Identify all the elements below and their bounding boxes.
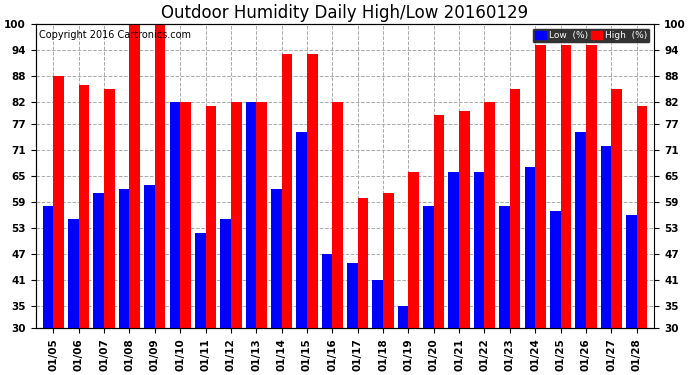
- Bar: [130, 24, 140, 328]
- Bar: [206, 106, 216, 328]
- Bar: [322, 254, 333, 328]
- Bar: [79, 85, 90, 328]
- Legend: Low  (%), High  (%): Low (%), High (%): [533, 28, 650, 43]
- Bar: [256, 102, 267, 328]
- Bar: [68, 219, 79, 328]
- Bar: [333, 102, 343, 328]
- Bar: [180, 102, 191, 328]
- Bar: [499, 206, 510, 328]
- Bar: [246, 102, 256, 328]
- Bar: [626, 215, 637, 328]
- Bar: [43, 206, 53, 328]
- Bar: [484, 102, 495, 328]
- Bar: [119, 189, 130, 328]
- Bar: [220, 219, 231, 328]
- Bar: [231, 102, 241, 328]
- Bar: [397, 306, 408, 328]
- Bar: [104, 89, 115, 328]
- Bar: [53, 76, 64, 328]
- Bar: [383, 194, 394, 328]
- Bar: [535, 45, 546, 328]
- Bar: [282, 54, 293, 328]
- Bar: [357, 198, 368, 328]
- Bar: [459, 111, 470, 328]
- Bar: [93, 194, 104, 328]
- Bar: [434, 115, 444, 328]
- Bar: [560, 45, 571, 328]
- Bar: [296, 132, 307, 328]
- Bar: [347, 263, 357, 328]
- Bar: [611, 89, 622, 328]
- Bar: [575, 132, 586, 328]
- Bar: [637, 106, 647, 328]
- Bar: [448, 172, 459, 328]
- Bar: [144, 184, 155, 328]
- Bar: [155, 24, 166, 328]
- Title: Outdoor Humidity Daily High/Low 20160129: Outdoor Humidity Daily High/Low 20160129: [161, 4, 529, 22]
- Bar: [408, 172, 419, 328]
- Text: Copyright 2016 Cartronics.com: Copyright 2016 Cartronics.com: [39, 30, 190, 40]
- Bar: [600, 146, 611, 328]
- Bar: [510, 89, 520, 328]
- Bar: [586, 45, 597, 328]
- Bar: [195, 232, 206, 328]
- Bar: [550, 211, 560, 328]
- Bar: [474, 172, 484, 328]
- Bar: [524, 167, 535, 328]
- Bar: [271, 189, 282, 328]
- Bar: [423, 206, 434, 328]
- Bar: [170, 102, 180, 328]
- Bar: [373, 280, 383, 328]
- Bar: [307, 54, 317, 328]
